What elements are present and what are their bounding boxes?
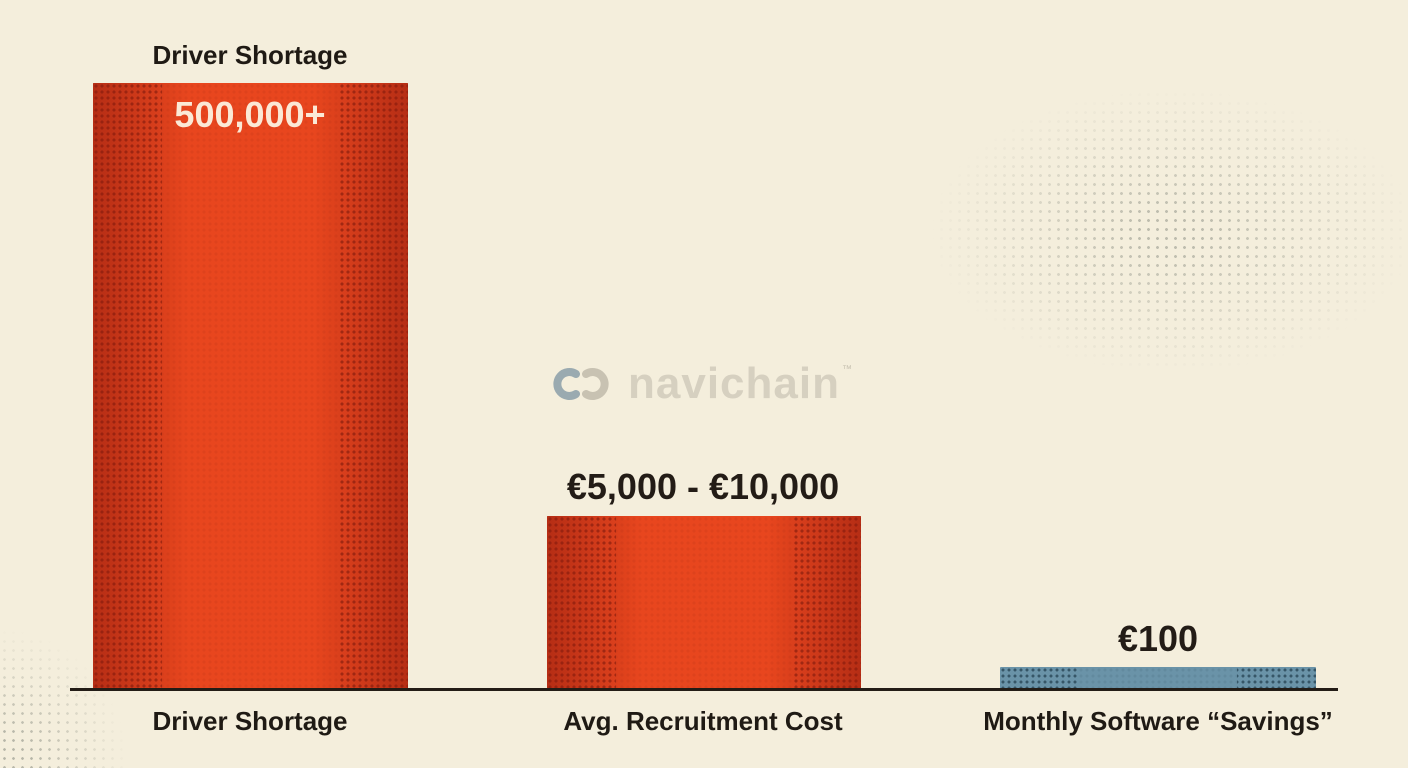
- category-label: Avg. Recruitment Cost: [563, 706, 843, 736]
- navichain-watermark: navichain ™: [546, 359, 852, 408]
- trademark-symbol: ™: [841, 364, 852, 375]
- watermark-text: navichain: [628, 359, 840, 408]
- halftone-texture: [820, 0, 1408, 420]
- chain-link-icon: [553, 368, 609, 400]
- bar-software-savings: [1000, 667, 1316, 689]
- bar-value-label: 500,000+: [174, 94, 326, 135]
- bar-value-label: €100: [1117, 618, 1199, 659]
- category-label: Driver Shortage: [152, 706, 348, 736]
- bar-title: Driver Shortage: [152, 40, 348, 70]
- bar-core: [1079, 667, 1237, 689]
- category-label: Monthly Software “Savings”: [983, 706, 1333, 736]
- bar-value-label: €5,000 - €10,000: [566, 466, 840, 507]
- bar-core: [162, 83, 339, 689]
- bar-driver-shortage: [93, 83, 408, 689]
- bar-recruitment-cost: [547, 516, 861, 689]
- bar-core: [616, 516, 792, 689]
- x-axis-line: [70, 688, 1338, 691]
